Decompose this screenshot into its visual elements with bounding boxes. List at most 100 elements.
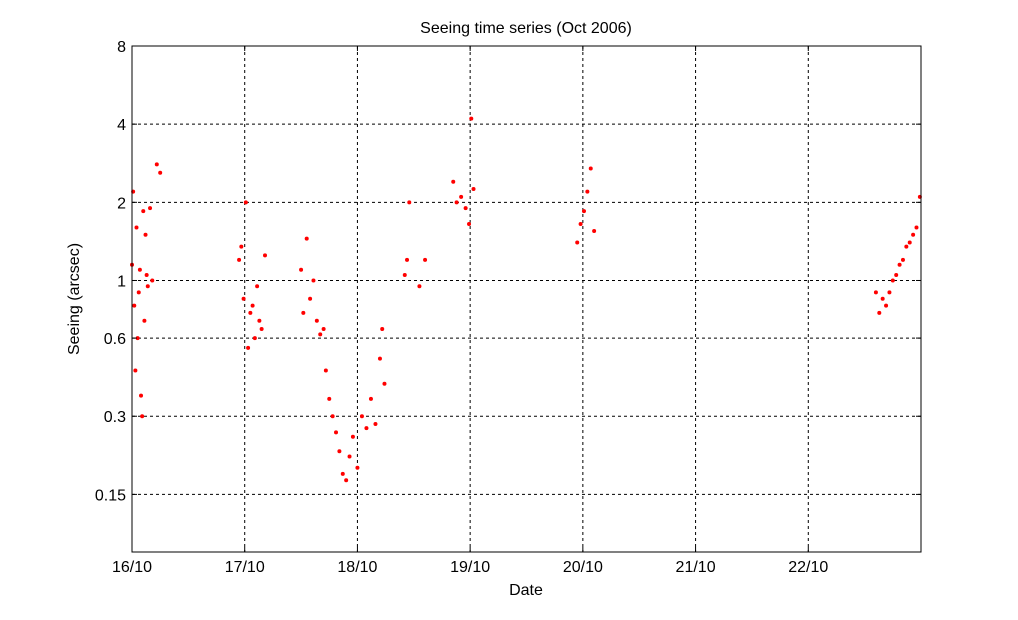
data-point <box>133 368 138 373</box>
data-point <box>471 187 476 192</box>
data-point <box>150 278 155 283</box>
x-tick-label: 20/10 <box>563 559 603 576</box>
data-point <box>588 166 593 171</box>
y-tick-label: 0.15 <box>95 487 126 504</box>
data-point <box>299 267 304 272</box>
data-point <box>239 244 244 249</box>
data-point <box>423 257 428 262</box>
data-point <box>873 290 878 295</box>
data-point <box>914 225 919 230</box>
data-point <box>257 318 262 323</box>
data-point <box>907 240 912 245</box>
data-point <box>137 267 142 272</box>
data-point <box>314 318 319 323</box>
data-point <box>469 116 474 121</box>
data-point <box>327 396 332 401</box>
data-point <box>894 272 899 277</box>
data-point <box>143 232 148 237</box>
data-point <box>252 336 257 341</box>
data-point <box>132 303 137 308</box>
data-point <box>900 257 905 262</box>
data-point <box>340 471 345 476</box>
x-axis-label: Date <box>509 582 543 599</box>
data-point <box>887 290 892 295</box>
data-point <box>581 209 586 214</box>
data-point <box>237 257 242 262</box>
data-point <box>417 284 422 289</box>
data-point <box>355 465 360 470</box>
data-point <box>364 426 369 431</box>
y-tick-label: 2 <box>117 195 126 212</box>
x-tick-label: 19/10 <box>450 559 490 576</box>
data-point <box>578 222 583 227</box>
data-point <box>884 303 889 308</box>
data-point <box>255 284 260 289</box>
y-tick-label: 0.3 <box>104 409 126 426</box>
data-point <box>890 278 895 283</box>
data-point <box>154 162 159 167</box>
data-point <box>263 253 268 258</box>
data-point <box>318 332 323 337</box>
data-point <box>880 296 885 301</box>
data-point <box>301 310 306 315</box>
data-point <box>145 284 150 289</box>
plot-frame <box>131 45 922 553</box>
y-tick-label: 1 <box>117 273 126 290</box>
data-point <box>877 310 882 315</box>
y-axis-label: Seeing (arcsec) <box>66 243 83 355</box>
data-point <box>382 381 387 386</box>
x-tick-label: 21/10 <box>676 559 716 576</box>
x-axis-ticks: 16/10 17/10 18/10 19/10 20/10 21/10 22/10 <box>112 46 828 576</box>
data-point <box>246 345 251 350</box>
data-point <box>359 414 364 419</box>
data-point <box>141 209 146 214</box>
x-tick-label: 17/10 <box>225 559 265 576</box>
y-tick-label: 0.6 <box>104 331 126 348</box>
data-point <box>377 356 382 361</box>
x-tick-label: 16/10 <box>112 559 152 576</box>
data-point <box>575 240 580 245</box>
data-point <box>323 368 328 373</box>
data-point <box>311 278 316 283</box>
data-point <box>451 179 456 184</box>
data-point <box>148 206 153 211</box>
data-point <box>897 262 902 267</box>
data-point <box>350 434 355 439</box>
data-point <box>139 393 144 398</box>
data-point <box>368 396 373 401</box>
y-tick-label: 8 <box>117 39 126 56</box>
data-point <box>140 414 145 419</box>
data-point <box>330 414 335 419</box>
data-point <box>380 327 385 332</box>
data-point <box>592 229 597 234</box>
data-point <box>344 478 349 483</box>
x-tick-label: 18/10 <box>337 559 377 576</box>
data-point <box>308 296 313 301</box>
data-point <box>347 454 352 459</box>
data-point <box>459 194 464 199</box>
data-point <box>134 225 139 230</box>
data-point <box>402 272 407 277</box>
data-point <box>407 200 412 205</box>
data-point <box>337 449 342 454</box>
data-point <box>904 244 909 249</box>
data-point <box>321 327 326 332</box>
data-point <box>334 430 339 435</box>
y-tick-label: 4 <box>117 117 126 134</box>
data-point <box>142 318 147 323</box>
y-axis-ticks: 0.15 0.3 0.6 1 2 4 8 <box>95 39 921 504</box>
data-point <box>243 200 248 205</box>
data-point <box>241 296 246 301</box>
data-point <box>585 189 590 194</box>
data-point <box>463 206 468 211</box>
data-point <box>144 272 149 277</box>
data-point <box>135 336 140 341</box>
data-points <box>130 116 922 483</box>
data-point <box>259 327 264 332</box>
data-point <box>467 222 472 227</box>
chart-title: Seeing time series (Oct 2006) <box>420 20 632 37</box>
plot-background <box>132 46 921 552</box>
data-point <box>250 303 255 308</box>
data-point <box>405 257 410 262</box>
